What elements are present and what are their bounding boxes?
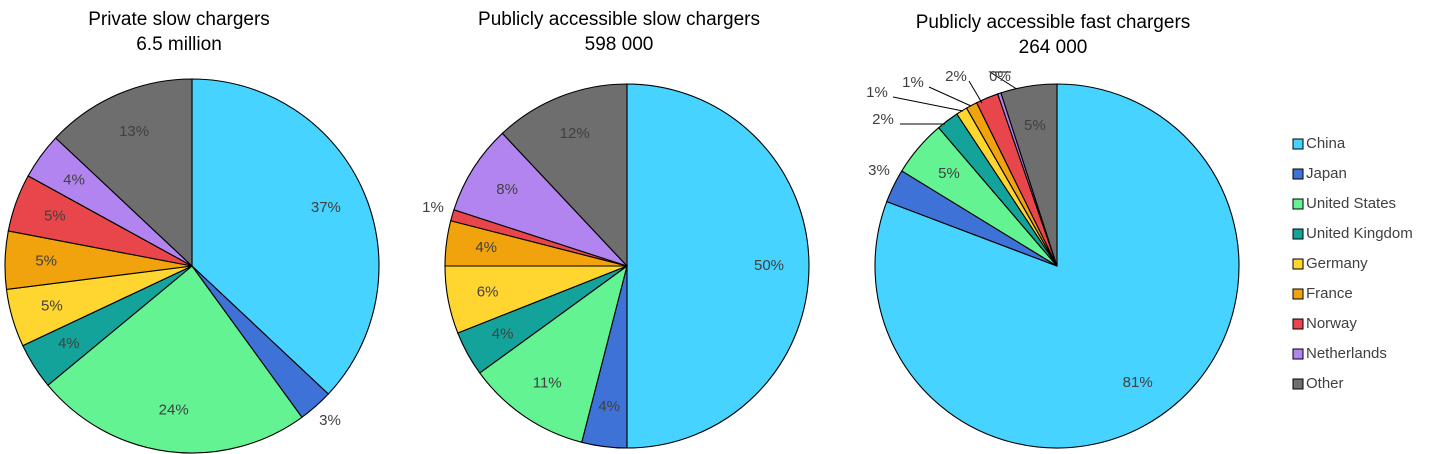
pie-slice-china: [874, 83, 1240, 449]
slice-label: 1%: [902, 74, 924, 91]
legend-swatch: [1292, 318, 1304, 330]
legend-label: Other: [1306, 375, 1344, 392]
slice-label: 5%: [44, 208, 66, 225]
slice-label: 11%: [533, 374, 562, 391]
legend-swatch: [1292, 378, 1304, 390]
leader-line: [968, 80, 983, 104]
slice-label: 81%: [1123, 374, 1153, 391]
legend-swatch: [1292, 198, 1304, 210]
leader-line: [892, 96, 964, 112]
pie-slice-china: [626, 83, 810, 449]
slice-label: 6%: [477, 284, 499, 301]
slice-label: 2%: [872, 111, 894, 128]
pie-slice-other: [54, 78, 193, 268]
pie-slice-united-states: [47, 265, 303, 454]
slice-label: 1%: [422, 199, 444, 216]
chart-3-title: Publicly accessible fast chargers: [916, 12, 1191, 33]
pie-slice-other: [501, 83, 628, 268]
chart-2-subtitle: 598 000: [585, 34, 654, 55]
legend-label: Norway: [1306, 315, 1357, 332]
chart-1-title: Private slow chargers: [88, 9, 270, 30]
slice-label: 4%: [58, 335, 80, 352]
slice-label: 37%: [311, 199, 341, 216]
slice-label: 12%: [560, 125, 590, 142]
chart-public-fast: Publicly accessible fast chargers 264 00…: [866, 12, 1240, 449]
legend-swatch: [1292, 258, 1304, 270]
slice-label: 4%: [63, 171, 85, 188]
pie-public-fast: 81% 3% 5% 2% 1% 1% 2% 0% 5%: [866, 68, 1240, 449]
slice-label: 3%: [868, 162, 890, 179]
legend-label: United Kingdom: [1306, 225, 1413, 242]
slice-label: 5%: [938, 165, 960, 182]
leader-line: [988, 71, 1024, 94]
legend-swatch: [1292, 138, 1304, 150]
slice-label: 2%: [945, 68, 967, 85]
legend-label: China: [1306, 135, 1346, 152]
chart-public-slow: Publicly accessible slow chargers 598 00…: [422, 9, 810, 449]
slice-label: 50%: [754, 257, 784, 274]
legend-swatch: [1292, 168, 1304, 180]
slice-label: 4%: [598, 398, 620, 415]
slice-label: 13%: [119, 123, 149, 140]
legend-label: Germany: [1306, 255, 1368, 272]
legend-swatch: [1292, 348, 1304, 360]
pie-private-slow: 37% 3% 24% 4% 5% 5% 5% 4% 13%: [4, 78, 380, 454]
pie-slice-china: [191, 78, 380, 395]
slice-label: 4%: [492, 325, 514, 342]
legend-swatch: [1292, 288, 1304, 300]
slice-label: 3%: [319, 412, 341, 429]
chart-3-subtitle: 264 000: [1019, 37, 1088, 58]
chart-private-slow: Private slow chargers 6.5 million 37% 3% 2…: [4, 9, 380, 454]
pie-slice-united-states: [478, 264, 628, 443]
slice-label: 0%: [989, 68, 1011, 85]
legend-label: Japan: [1306, 165, 1347, 182]
legend-label: Netherlands: [1306, 345, 1387, 362]
pie-public-slow: 50% 4% 11% 4% 6% 4% 1% 8% 12%: [422, 83, 810, 449]
slice-label: 5%: [1024, 117, 1046, 134]
legend-label: United States: [1306, 195, 1396, 212]
slice-label: 5%: [41, 298, 63, 315]
leader-line: [928, 86, 972, 107]
chart-1-subtitle: 6.5 million: [136, 34, 222, 55]
slice-label: 24%: [159, 402, 189, 419]
slice-label: 8%: [496, 181, 518, 198]
legend: China Japan United States United Kingdom Ger…: [1292, 135, 1413, 392]
pie-slice-other: [1000, 83, 1058, 267]
pie-slice-netherlands: [453, 132, 628, 267]
chart-2-title: Publicly accessible slow chargers: [478, 9, 760, 30]
legend-label: France: [1306, 285, 1353, 302]
slice-label: 1%: [866, 84, 888, 101]
legend-swatch: [1292, 228, 1304, 240]
slice-label: 4%: [475, 239, 497, 256]
slice-label: 5%: [35, 252, 57, 269]
